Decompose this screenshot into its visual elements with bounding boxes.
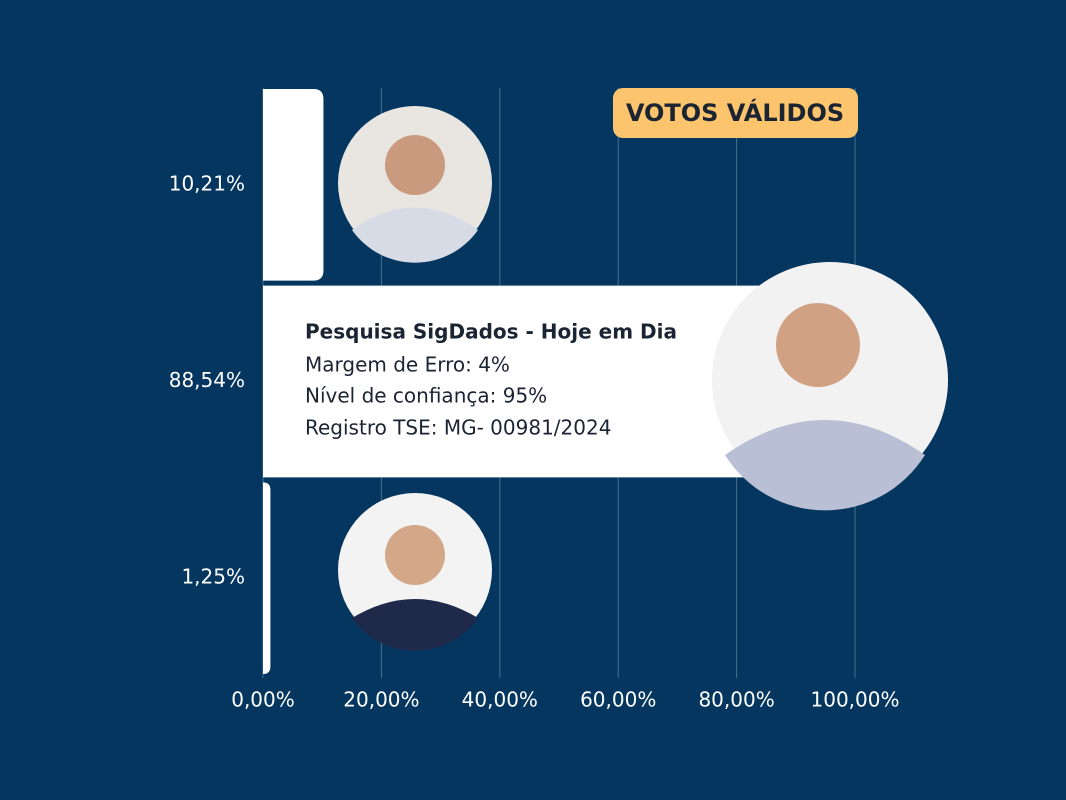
bar (263, 89, 324, 281)
value-label: 1,25% (181, 565, 245, 589)
candidate-photo (338, 106, 492, 263)
value-label: 10,21% (169, 171, 245, 195)
note: Pesquisa SigDados - Hoje em Dia Margem d… (305, 320, 677, 440)
x-tick-label: 80,00% (698, 688, 774, 712)
badge: VOTOS VÁLIDOS (613, 88, 858, 138)
photos (338, 106, 948, 651)
x-tick-label: 100,00% (811, 688, 900, 712)
bar (263, 285, 788, 478)
x-tick-label: 60,00% (580, 688, 656, 712)
note-title: Pesquisa SigDados - Hoje em Dia (305, 320, 677, 344)
note-line: Margem de Erro: 4% (305, 353, 510, 377)
bars (263, 89, 788, 674)
labels: 0,00% 20,00% 40,00% 60,00% 80,00% 100,00% 10,2… (169, 171, 900, 711)
note-line: Nível de confiança: 95% (305, 384, 547, 408)
badge-text: VOTOS VÁLIDOS (626, 98, 844, 127)
value-label: 88,54% (169, 368, 245, 392)
x-tick-label: 20,00% (343, 688, 419, 712)
x-tick-label: 0,00% (231, 688, 295, 712)
x-tick-label: 40,00% (462, 688, 538, 712)
candidate-photo (712, 262, 948, 511)
bar (263, 482, 271, 674)
badge-box (613, 88, 858, 138)
note-line: Registro TSE: MG- 00981/2024 (305, 416, 611, 440)
candidate-photo (338, 493, 492, 651)
